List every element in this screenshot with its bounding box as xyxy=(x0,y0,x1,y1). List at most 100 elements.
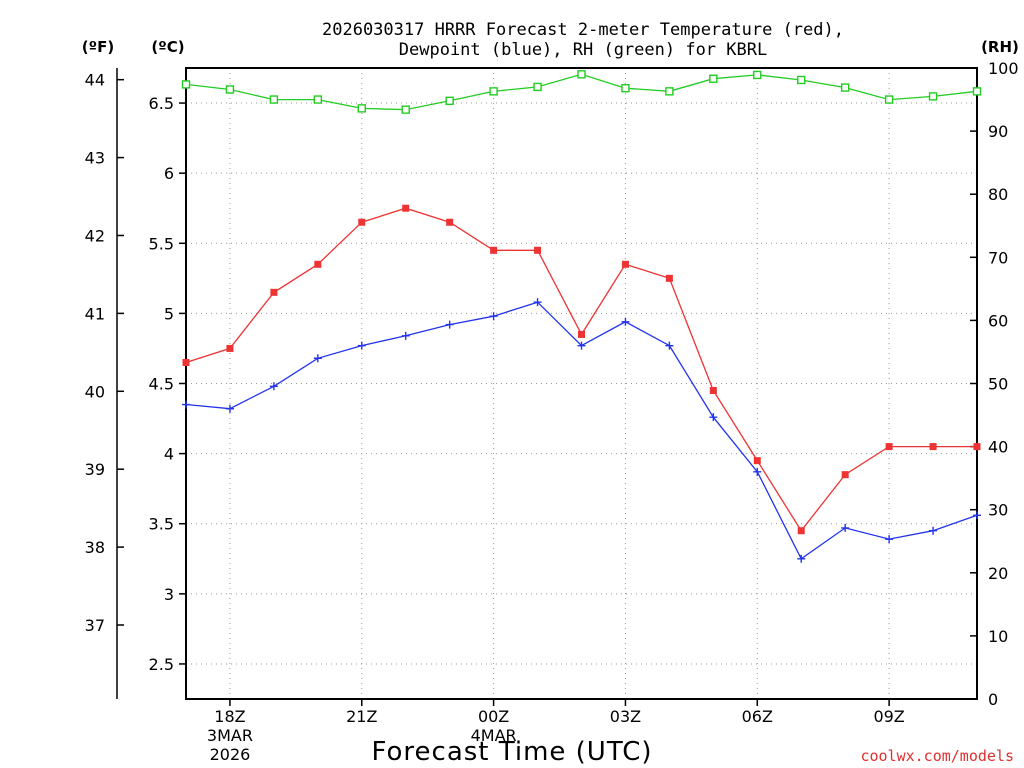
x-tick-label: 21Z xyxy=(346,707,377,726)
temperature-point xyxy=(534,246,542,254)
dewpoint-point xyxy=(753,467,762,476)
rh-tick-label: 80 xyxy=(988,185,1008,204)
dewpoint-point xyxy=(182,400,190,409)
rh-point xyxy=(840,83,850,92)
dewpoint-point xyxy=(225,404,234,413)
temperature-point xyxy=(621,260,629,268)
temperature-point xyxy=(490,246,498,254)
rh-tick-label: 100 xyxy=(988,59,1019,78)
celsius-tick-label: 6 xyxy=(164,164,174,183)
rh-tick-label: 40 xyxy=(988,438,1008,457)
celsius-tick-label: 3 xyxy=(164,585,174,604)
temperature-point xyxy=(709,387,717,395)
rh-point xyxy=(621,83,630,93)
temperature-point xyxy=(973,443,981,451)
rh-tick-label: 50 xyxy=(988,375,1008,394)
rh-point xyxy=(884,95,894,104)
rh-tick-label: 30 xyxy=(988,501,1008,520)
temperature-point xyxy=(753,457,761,465)
dewpoint-point xyxy=(621,317,630,326)
temperature-point xyxy=(929,443,937,451)
dewpoint-series-line xyxy=(185,301,978,560)
rh-point xyxy=(972,87,982,96)
chart-title-line-1: 2026030317 HRRR Forecast 2-meter Tempera… xyxy=(322,20,844,40)
x-tick-label: 00Z xyxy=(478,707,509,726)
dewpoint-point xyxy=(665,341,674,350)
dewpoint-point xyxy=(577,341,586,350)
dewpoint-point xyxy=(313,354,322,363)
rh-series-line xyxy=(185,73,978,111)
temperature-point xyxy=(358,218,366,226)
x-tick-label: 18Z xyxy=(214,707,245,726)
rh-tick-label: 10 xyxy=(988,627,1008,646)
dewpoint-point xyxy=(841,523,850,532)
rh-point xyxy=(445,96,454,106)
series-layer xyxy=(181,70,982,563)
dewpoint-point xyxy=(269,382,278,391)
rh-point xyxy=(357,104,366,113)
celsius-tick-label: 2.5 xyxy=(149,655,174,674)
rh-tick-label: 60 xyxy=(988,311,1008,330)
rh-point xyxy=(797,75,806,85)
fahrenheit-tick-label: 43 xyxy=(85,149,105,168)
rh-point xyxy=(753,70,762,80)
rh-tick-label: 90 xyxy=(988,122,1008,141)
dewpoint-point xyxy=(489,312,498,321)
grid-layer xyxy=(186,68,977,699)
rh-point xyxy=(313,95,323,104)
rh-tick-label: 70 xyxy=(988,248,1008,267)
temperature-point xyxy=(841,471,849,479)
chart-title-line-2: Dewpoint (blue), RH (green) for KBRL xyxy=(399,40,767,60)
credit-text: coolwx.com/models xyxy=(860,747,1014,765)
dewpoint-point xyxy=(357,341,366,350)
celsius-tick-label: 5.5 xyxy=(149,234,174,253)
celsius-tick-label: 3.5 xyxy=(149,515,174,534)
celsius-tick-label: 4 xyxy=(164,445,174,464)
fahrenheit-unit-label: (ºF) xyxy=(82,38,114,56)
x-tick-date-label: 4MAR xyxy=(471,726,517,745)
axes-layer: 2.5 3 3.5 4 4.5 5 5.5 6 6.5 37 38 39 40 41 42 43 44 0 10 20… xyxy=(85,59,1019,764)
rh-point xyxy=(225,85,235,94)
rh-point xyxy=(665,87,674,96)
temperature-series-line xyxy=(185,207,977,532)
rh-point xyxy=(928,92,938,101)
dewpoint-point xyxy=(445,320,454,329)
dewpoint-point xyxy=(885,535,894,544)
fahrenheit-tick-label: 42 xyxy=(85,226,105,245)
fahrenheit-tick-label: 41 xyxy=(85,304,105,323)
dewpoint-point xyxy=(973,511,981,520)
rh-unit-label: (RH) xyxy=(981,38,1019,56)
rh-point xyxy=(533,82,542,92)
fahrenheit-tick-label: 38 xyxy=(85,538,105,557)
x-tick-label: 09Z xyxy=(873,707,904,726)
x-tick-label: 03Z xyxy=(610,707,641,726)
dewpoint-point xyxy=(401,331,410,340)
temperature-point xyxy=(270,288,278,296)
celsius-tick-label: 5 xyxy=(164,304,174,323)
x-tick-date-label: 3MAR xyxy=(207,726,253,745)
temperature-point xyxy=(182,358,190,366)
rh-point xyxy=(181,80,191,89)
rh-tick-label: 0 xyxy=(988,690,998,709)
celsius-unit-label: (ºC) xyxy=(151,38,184,56)
dewpoint-point xyxy=(797,554,806,563)
celsius-tick-label: 6.5 xyxy=(149,94,174,113)
dewpoint-point xyxy=(929,526,938,535)
x-axis-label: Forecast Time (UTC) xyxy=(371,737,652,767)
rh-point xyxy=(709,74,718,83)
rh-point xyxy=(577,70,586,79)
temperature-point xyxy=(665,274,673,282)
rh-point xyxy=(401,105,410,114)
temperature-point xyxy=(314,260,322,268)
x-tick-year-label: 2026 xyxy=(210,745,251,764)
temperature-point xyxy=(402,204,410,212)
fahrenheit-tick-label: 40 xyxy=(85,382,105,401)
fahrenheit-tick-label: 39 xyxy=(85,460,105,479)
x-tick-label: 06Z xyxy=(742,707,773,726)
temperature-point xyxy=(226,344,234,352)
dewpoint-point xyxy=(709,413,718,422)
temperature-point xyxy=(446,218,454,226)
rh-point xyxy=(269,95,279,104)
dewpoint-point xyxy=(533,298,542,307)
